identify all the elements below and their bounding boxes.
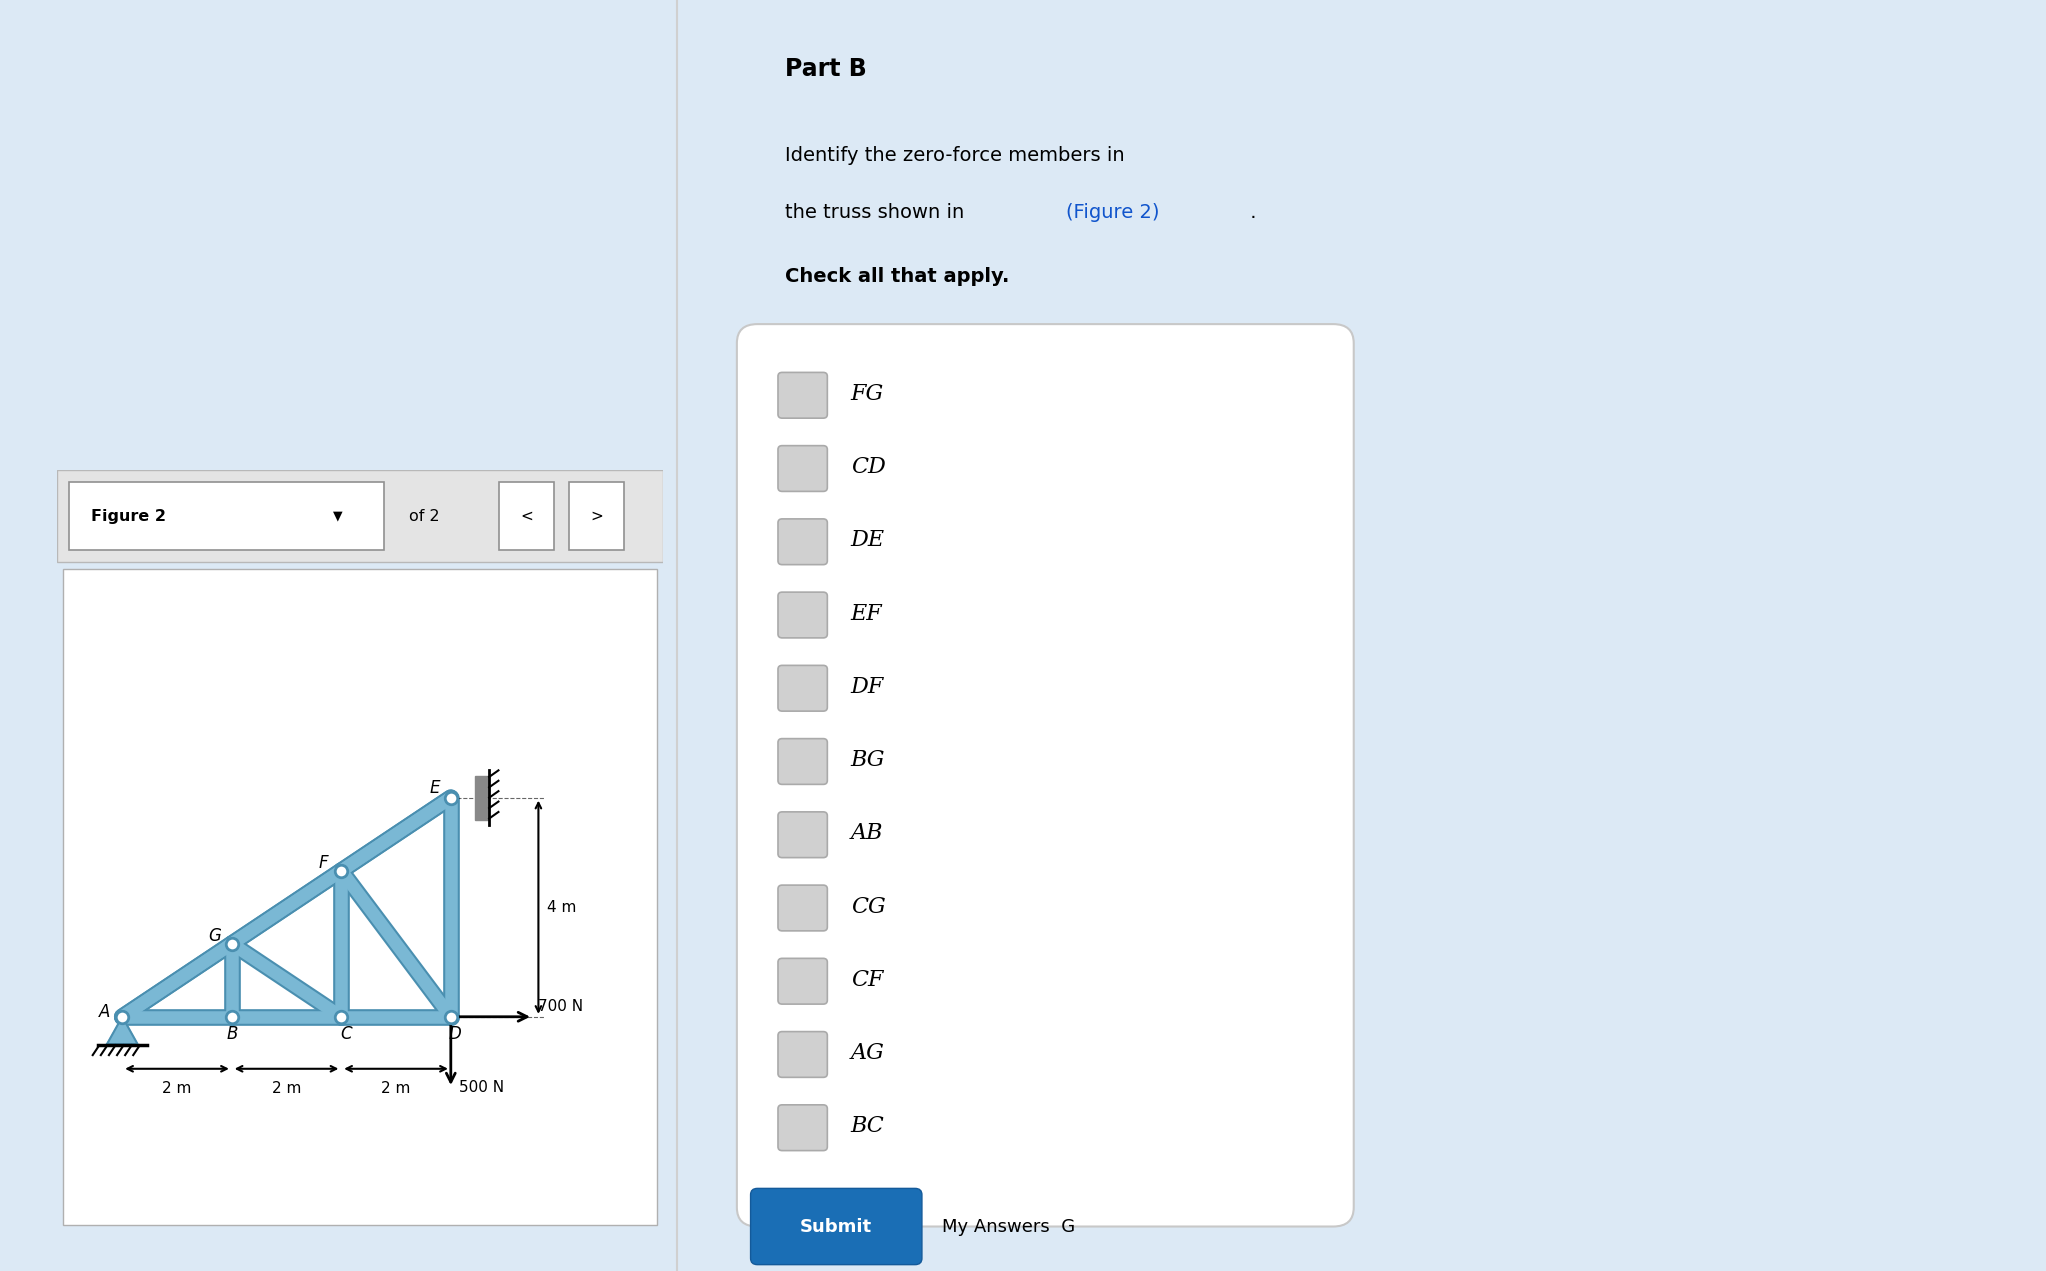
FancyBboxPatch shape — [777, 885, 827, 930]
FancyBboxPatch shape — [777, 1104, 827, 1150]
Text: >: > — [589, 508, 604, 524]
Text: Part B: Part B — [786, 57, 868, 81]
Text: the truss shown in: the truss shown in — [786, 203, 970, 222]
FancyBboxPatch shape — [569, 482, 624, 550]
FancyBboxPatch shape — [70, 482, 385, 550]
FancyBboxPatch shape — [63, 569, 657, 1225]
Text: 700 N: 700 N — [538, 999, 583, 1014]
FancyBboxPatch shape — [777, 958, 827, 1004]
Text: DF: DF — [851, 676, 884, 698]
Text: DE: DE — [851, 530, 884, 552]
FancyBboxPatch shape — [777, 519, 827, 564]
Text: CF: CF — [851, 969, 884, 991]
Polygon shape — [475, 775, 489, 820]
FancyBboxPatch shape — [751, 1188, 923, 1265]
FancyBboxPatch shape — [777, 666, 827, 712]
Text: BG: BG — [851, 749, 886, 771]
Text: AB: AB — [851, 822, 884, 844]
Text: 500 N: 500 N — [458, 1080, 503, 1094]
FancyBboxPatch shape — [777, 446, 827, 492]
Text: (Figure 2): (Figure 2) — [1066, 203, 1160, 222]
Text: Submit: Submit — [800, 1218, 872, 1235]
Text: CD: CD — [851, 456, 886, 478]
Text: 4 m: 4 m — [546, 900, 577, 915]
Text: E: E — [430, 779, 440, 797]
Text: Identify the zero-force members in: Identify the zero-force members in — [786, 146, 1125, 165]
Text: Figure 2: Figure 2 — [90, 508, 166, 524]
Text: 2 m: 2 m — [272, 1080, 301, 1096]
Text: of 2: of 2 — [409, 508, 440, 524]
Text: F: F — [319, 854, 329, 872]
FancyBboxPatch shape — [57, 470, 663, 562]
Text: A: A — [98, 1003, 110, 1022]
FancyBboxPatch shape — [777, 738, 827, 784]
Text: CG: CG — [851, 896, 886, 918]
Text: 2 m: 2 m — [162, 1080, 192, 1096]
Text: B: B — [227, 1026, 237, 1043]
Text: G: G — [209, 927, 221, 946]
Text: FG: FG — [851, 383, 884, 405]
Text: BC: BC — [851, 1116, 884, 1138]
Text: C: C — [340, 1026, 352, 1043]
Text: 2 m: 2 m — [381, 1080, 411, 1096]
Text: EF: EF — [851, 602, 882, 625]
FancyBboxPatch shape — [777, 812, 827, 858]
FancyBboxPatch shape — [777, 592, 827, 638]
Text: D: D — [448, 1026, 462, 1043]
Text: ▼: ▼ — [333, 510, 342, 522]
FancyBboxPatch shape — [737, 324, 1354, 1227]
Text: .: . — [1244, 203, 1256, 222]
Text: AG: AG — [851, 1042, 884, 1064]
FancyBboxPatch shape — [499, 482, 554, 550]
Text: My Answers  G: My Answers G — [943, 1218, 1076, 1235]
FancyBboxPatch shape — [777, 372, 827, 418]
Text: <: < — [520, 508, 534, 524]
FancyBboxPatch shape — [777, 1032, 827, 1078]
Polygon shape — [106, 1017, 137, 1045]
Text: Check all that apply.: Check all that apply. — [786, 267, 1009, 286]
